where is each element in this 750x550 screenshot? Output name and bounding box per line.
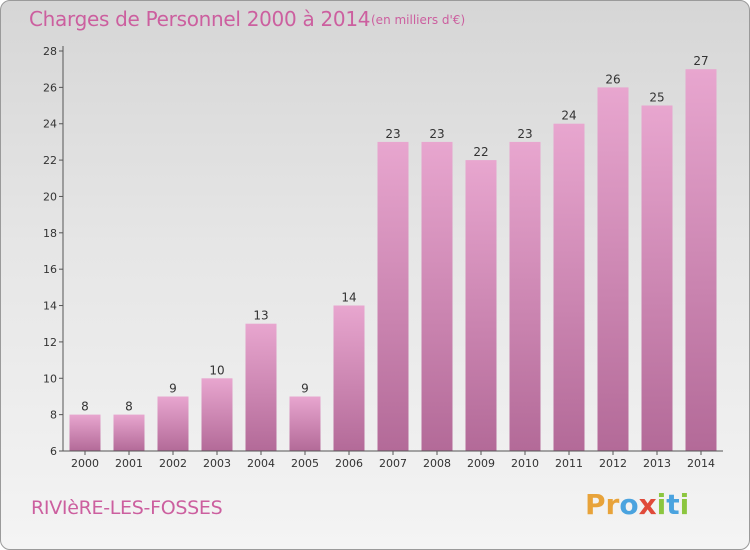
bar-2012 bbox=[597, 87, 629, 452]
x-tick-label-2000: 2000 bbox=[71, 457, 99, 470]
chart-subtitle: (en milliers d'€) bbox=[371, 13, 466, 27]
data-label-2007: 23 bbox=[385, 127, 400, 141]
data-label-2011: 24 bbox=[561, 109, 576, 123]
logo-letter: i bbox=[656, 488, 667, 521]
bar-2001 bbox=[113, 414, 145, 451]
y-tick-label-14: 14 bbox=[43, 300, 57, 313]
x-tick-label-2004: 2004 bbox=[247, 457, 275, 470]
data-label-2006: 14 bbox=[341, 291, 356, 305]
x-tick-label-2006: 2006 bbox=[335, 457, 363, 470]
logo-letter: t bbox=[666, 488, 680, 521]
bar-2006 bbox=[333, 305, 365, 451]
data-label-2013: 25 bbox=[649, 91, 664, 105]
x-tick-label-2001: 2001 bbox=[115, 457, 143, 470]
bar-2008 bbox=[421, 141, 453, 451]
data-label-2014: 27 bbox=[693, 54, 708, 68]
data-label-2003: 10 bbox=[209, 363, 224, 377]
x-tick-label-2012: 2012 bbox=[599, 457, 627, 470]
y-tick-label-24: 24 bbox=[43, 118, 57, 131]
data-label-2002: 9 bbox=[169, 382, 177, 396]
x-tick-label-2007: 2007 bbox=[379, 457, 407, 470]
bar-2009 bbox=[465, 160, 497, 451]
bar-2000 bbox=[69, 414, 101, 451]
y-tick-label-22: 22 bbox=[43, 154, 57, 167]
y-tick-label-6: 6 bbox=[50, 445, 57, 458]
bar-2007 bbox=[377, 141, 409, 451]
y-tick-label-18: 18 bbox=[43, 227, 57, 240]
bar-2013 bbox=[641, 105, 673, 451]
commune-name: RIVIèRE-LES-FOSSES bbox=[31, 497, 223, 519]
bar-2005 bbox=[289, 396, 321, 451]
x-tick-label-2011: 2011 bbox=[555, 457, 583, 470]
logo-letter: o bbox=[619, 488, 639, 521]
y-tick-label-16: 16 bbox=[43, 263, 57, 276]
bar-2014 bbox=[685, 69, 717, 451]
data-label-2005: 9 bbox=[301, 382, 309, 396]
logo-letter: r bbox=[605, 488, 620, 521]
data-label-2000: 8 bbox=[81, 400, 89, 414]
axes-layer: 6 8 10 12 14 16 18 20 22 24 26 28 2000 2001 2002 2003 20… bbox=[43, 45, 723, 470]
bar-2002 bbox=[157, 396, 189, 451]
bars-layer: 8 8 9 10 13 9 14 23 23 22 23 24 26 25 27 bbox=[69, 54, 717, 452]
y-tick-label-12: 12 bbox=[43, 336, 57, 349]
data-label-2012: 26 bbox=[605, 72, 620, 86]
y-tick-label-20: 20 bbox=[43, 191, 57, 204]
x-tick-label-2002: 2002 bbox=[159, 457, 187, 470]
y-tick-label-8: 8 bbox=[50, 409, 57, 422]
data-label-2001: 8 bbox=[125, 400, 133, 414]
x-tick-label-2013: 2013 bbox=[643, 457, 671, 470]
x-tick-label-2010: 2010 bbox=[511, 457, 539, 470]
x-tick-label-2005: 2005 bbox=[291, 457, 319, 470]
chart-title: Charges de Personnel 2000 à 2014 bbox=[29, 7, 371, 31]
x-tick-label-2009: 2009 bbox=[467, 457, 495, 470]
y-tick-label-10: 10 bbox=[43, 372, 57, 385]
bar-2011 bbox=[553, 123, 585, 451]
bar-2004 bbox=[245, 323, 277, 451]
data-label-2010: 23 bbox=[517, 127, 532, 141]
x-tick-label-2008: 2008 bbox=[423, 457, 451, 470]
x-tick-label-2003: 2003 bbox=[203, 457, 231, 470]
proxiti-logo: Proxiti bbox=[585, 488, 689, 521]
y-tick-label-26: 26 bbox=[43, 81, 57, 94]
logo-letter: i bbox=[679, 488, 690, 521]
bar-2003 bbox=[201, 378, 233, 451]
data-label-2004: 13 bbox=[253, 309, 268, 323]
logo-letter: x bbox=[638, 488, 657, 521]
bar-2010 bbox=[509, 141, 541, 451]
logo-letter: P bbox=[585, 488, 606, 521]
data-label-2008: 23 bbox=[429, 127, 444, 141]
data-label-2009: 22 bbox=[473, 145, 488, 159]
y-tick-label-28: 28 bbox=[43, 45, 57, 58]
x-tick-label-2014: 2014 bbox=[687, 457, 715, 470]
